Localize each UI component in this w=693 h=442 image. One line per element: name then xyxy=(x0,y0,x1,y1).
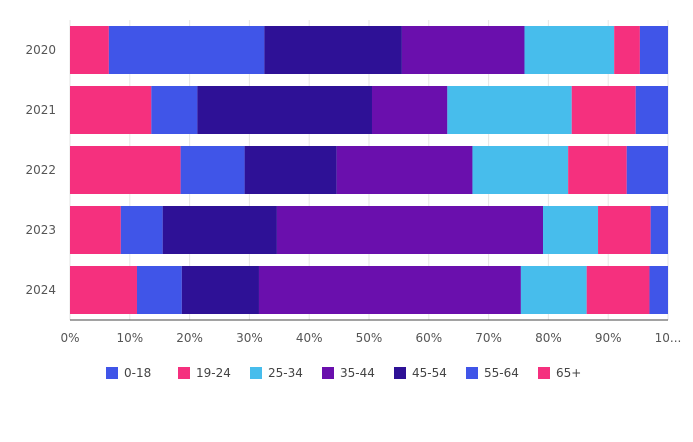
x-tick-label: 10... xyxy=(655,331,682,345)
legend-label: 35-44 xyxy=(340,366,375,380)
legend-swatch xyxy=(538,367,550,379)
legend-item[interactable]: 55-64 xyxy=(466,363,519,383)
x-tick-label: 40% xyxy=(296,331,323,345)
bar-segment-19-24[interactable] xyxy=(586,266,650,314)
bar-segment-45-54[interactable] xyxy=(244,146,337,194)
legend-swatch xyxy=(178,367,190,379)
legend-item[interactable]: 65+ xyxy=(538,363,581,383)
legend-label: 65+ xyxy=(556,366,582,380)
bars xyxy=(70,26,668,314)
bar-segment-0-18[interactable] xyxy=(649,266,668,314)
legend-item[interactable]: 0-18 xyxy=(106,363,151,383)
bar-segment-25-34[interactable] xyxy=(524,26,615,74)
x-tick-label: 0% xyxy=(60,331,79,345)
bar-segment-45-54[interactable] xyxy=(197,86,372,134)
legend-item[interactable]: 25-34 xyxy=(250,363,303,383)
bar-segment-0-18[interactable] xyxy=(626,146,668,194)
bar-segment-65plus[interactable] xyxy=(70,206,121,254)
x-axis-labels: 0% 10% 20% 30% 40% 50% 60% 70% 80% 90% 10... xyxy=(60,331,681,345)
bar-segment-25-34[interactable] xyxy=(520,266,587,314)
bar-segment-25-34[interactable] xyxy=(447,86,572,134)
legend-swatch xyxy=(322,367,334,379)
legend-label: 25-34 xyxy=(268,366,303,380)
bar-segment-55-64[interactable] xyxy=(180,146,245,194)
bar-segment-55-64[interactable] xyxy=(108,26,265,74)
bar-segment-45-54[interactable] xyxy=(264,26,402,74)
legend-label: 19-24 xyxy=(196,366,231,380)
x-tick-label: 30% xyxy=(236,331,263,345)
bar-segment-35-44[interactable] xyxy=(371,86,448,134)
legend-label: 55-64 xyxy=(484,366,519,380)
bar-segment-25-34[interactable] xyxy=(543,206,599,254)
x-tick-label: 70% xyxy=(475,331,502,345)
bar-segment-55-64[interactable] xyxy=(120,206,163,254)
bar-segment-65plus[interactable] xyxy=(70,26,109,74)
x-tick-label: 90% xyxy=(595,331,622,345)
bar-segment-19-24[interactable] xyxy=(571,86,636,134)
legend-swatch xyxy=(250,367,262,379)
y-tick-label: 2023 xyxy=(25,223,56,237)
x-tick-label: 10% xyxy=(116,331,143,345)
bar-segment-35-44[interactable] xyxy=(276,206,544,254)
bar-segment-55-64[interactable] xyxy=(136,266,182,314)
legend: 0-18 19-24 25-34 35-44 45-54 55-64 65+ xyxy=(0,363,693,383)
bar-segment-45-54[interactable] xyxy=(181,266,259,314)
bar-segment-19-24[interactable] xyxy=(568,146,627,194)
y-tick-label: 2024 xyxy=(25,283,56,297)
legend-label: 0-18 xyxy=(124,366,152,380)
y-tick-label: 2021 xyxy=(25,103,56,117)
bar-segment-35-44[interactable] xyxy=(258,266,521,314)
bar-segment-19-24[interactable] xyxy=(614,26,640,74)
bar-segment-55-64[interactable] xyxy=(151,86,198,134)
bar-segment-0-18[interactable] xyxy=(635,86,668,134)
legend-label: 45-54 xyxy=(412,366,447,380)
x-tick-label: 20% xyxy=(176,331,203,345)
x-tick-label: 80% xyxy=(535,331,562,345)
bar-segment-65plus[interactable] xyxy=(70,266,137,314)
x-tick-label: 50% xyxy=(356,331,383,345)
bar-segment-25-34[interactable] xyxy=(472,146,569,194)
y-tick-label: 2022 xyxy=(25,163,56,177)
legend-swatch xyxy=(394,367,406,379)
legend-item[interactable]: 35-44 xyxy=(322,363,375,383)
bar-segment-35-44[interactable] xyxy=(401,26,525,74)
bar-segment-45-54[interactable] xyxy=(162,206,277,254)
x-tick-label: 60% xyxy=(415,331,442,345)
bar-segment-0-18[interactable] xyxy=(650,206,668,254)
y-tick-label: 2020 xyxy=(25,43,56,57)
bar-segment-65plus[interactable] xyxy=(70,86,152,134)
legend-swatch xyxy=(106,367,118,379)
legend-item[interactable]: 19-24 xyxy=(178,363,231,383)
legend-item[interactable]: 45-54 xyxy=(394,363,447,383)
bar-segment-19-24[interactable] xyxy=(598,206,651,254)
bar-segment-35-44[interactable] xyxy=(336,146,473,194)
bar-segment-65plus[interactable] xyxy=(70,146,181,194)
legend-swatch xyxy=(466,367,478,379)
bar-segment-0-18[interactable] xyxy=(639,26,668,74)
y-axis-labels: 2020 2021 2022 2023 2024 xyxy=(25,43,56,297)
